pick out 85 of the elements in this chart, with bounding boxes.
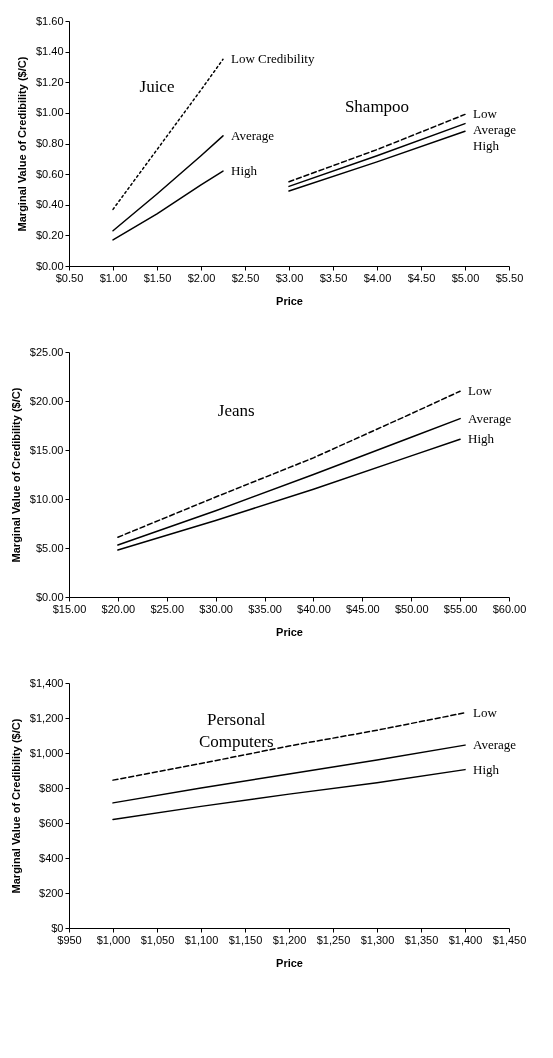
x-tick-label: $3.50 [319,271,348,284]
y-tick-label: $0 [51,921,64,934]
series-label: High [473,761,500,777]
x-tick-label: $30.00 [199,602,233,615]
x-tick-label: $0.50 [55,271,84,284]
series-label: Average [468,410,512,426]
y-tick-label: $1,400 [29,676,64,689]
x-tick-label: $2.00 [187,271,216,284]
y-tick-label: $15.00 [29,443,64,456]
series-label: Average [231,127,275,143]
line-series [117,390,461,538]
x-tick-label: $1,400 [448,933,483,946]
line-series [112,170,224,241]
series-label: Average [473,737,517,753]
series-label: Low [468,383,493,399]
x-tick-label: $20.00 [101,602,136,615]
x-tick-label: $25.00 [150,602,185,615]
x-tick-label: $5.00 [451,271,480,284]
x-tick-label: $2.50 [231,271,260,284]
y-tick-label: $1,000 [29,746,64,759]
x-axis-title: Price [276,625,303,638]
y-axis-title: Marginal Value of Credibility ($/C) [9,718,22,894]
y-axis-title: Marginal Value of Credibility ($/C) [9,387,22,563]
series-label: High [473,138,500,154]
x-tick-label: $3.00 [275,271,304,284]
x-tick-label: $1,050 [140,933,175,946]
annotation: Personal Computers [198,709,274,751]
x-tick-label: $5.50 [495,271,524,284]
y-tick-label: $400 [39,851,64,864]
x-tick-label: $45.00 [346,602,380,615]
series-label: Low [473,704,498,720]
x-axis-title: Price [276,294,303,307]
x-tick-label: $1,150 [228,933,263,946]
x-tick-label: $1.50 [143,271,172,284]
x-tick-label: $55.00 [443,602,478,615]
y-tick-label: $1.60 [35,14,64,27]
y-tick-label: $800 [39,781,64,794]
line-series [117,438,461,551]
y-tick-label: $20.00 [29,394,64,407]
line-series [112,712,466,781]
series-label: Low [473,106,498,122]
x-tick-label: $4.00 [363,271,392,284]
x-tick-label: $60.00 [492,602,527,615]
x-tick-label: $1,250 [316,933,351,946]
y-tick-label: $1.00 [35,106,64,119]
y-tick-label: $25.00 [29,345,64,358]
y-tick-label: $10.00 [29,492,64,505]
line-series [112,768,466,821]
line-series [112,135,224,232]
x-tick-label: $50.00 [394,602,429,615]
line-series [112,58,224,211]
y-tick-label: $200 [39,886,64,899]
y-tick-label: $0.60 [35,167,64,180]
x-tick-label: $950 [57,933,82,946]
x-tick-label: $1.00 [99,271,128,284]
y-tick-label: $0.00 [35,259,64,272]
y-tick-label: $5.00 [35,541,64,554]
series-label: High [231,163,258,179]
y-tick-label: $0.20 [35,228,64,241]
x-tick-label: $4.50 [407,271,436,284]
line-series [117,417,461,546]
y-axis-title: Marginal Value of Credibility ($/C) [15,56,28,232]
annotation: Jeans [217,400,255,420]
x-tick-label: $1,450 [492,933,527,946]
series-label: High [468,431,495,447]
x-axis-title: Price [276,956,303,969]
series-label: Average [473,122,517,138]
x-tick-label: $1,200 [272,933,307,946]
annotation: Shampoo [344,96,410,116]
x-tick-label: $15.00 [52,602,87,615]
x-tick-label: $1,300 [360,933,395,946]
y-tick-label: $0.00 [35,590,64,603]
y-tick-label: $0.80 [35,137,64,149]
x-tick-label: $1,350 [404,933,439,946]
x-tick-label: $1,100 [184,933,219,946]
x-tick-label: $40.00 [297,602,331,615]
y-tick-label: $600 [39,816,64,829]
y-tick-label: $1.20 [35,75,64,88]
x-tick-label: $1,000 [96,933,131,946]
y-tick-label: $1.40 [35,45,64,58]
series-label: Low Credibility [231,51,315,67]
annotation: Juice [139,77,175,97]
y-tick-label: $1,200 [29,711,64,724]
y-tick-label: $0.40 [35,198,64,211]
x-tick-label: $35.00 [248,602,282,615]
